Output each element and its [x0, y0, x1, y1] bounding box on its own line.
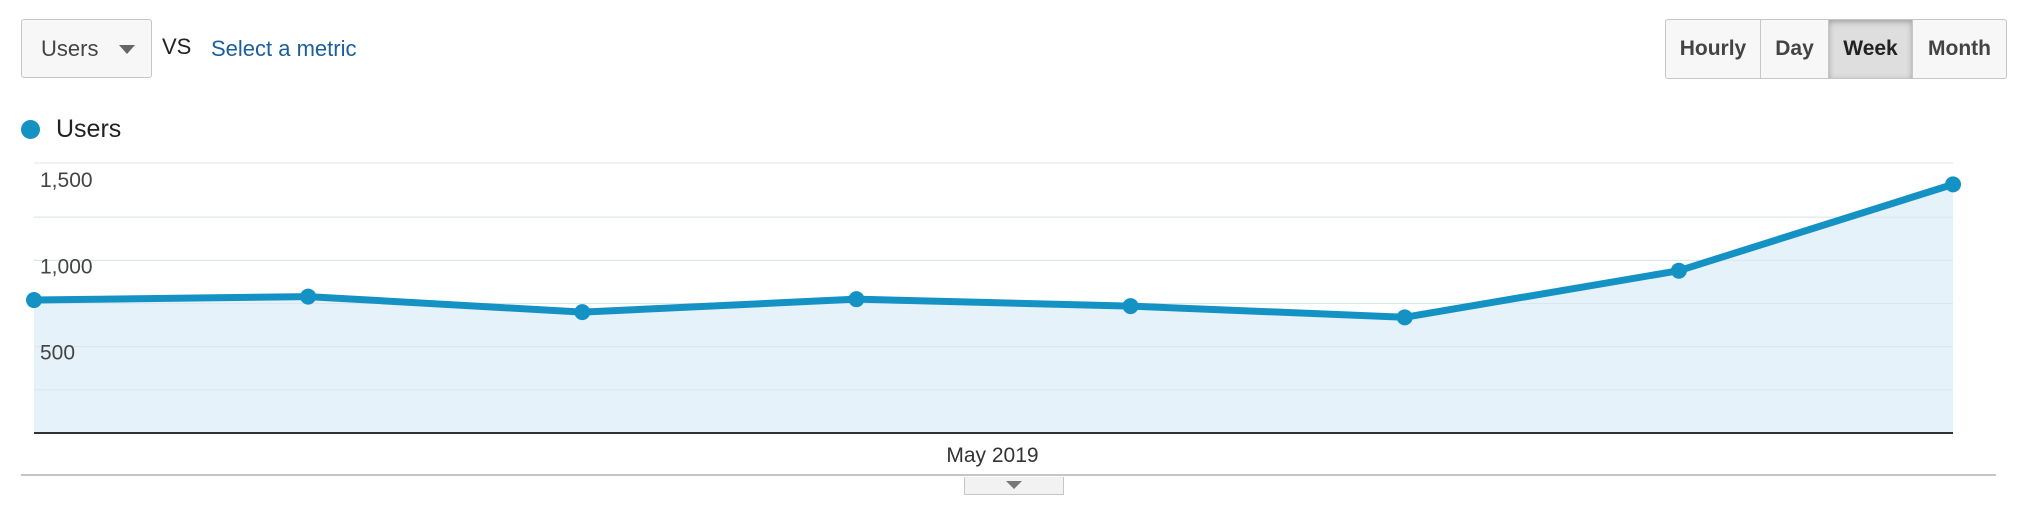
- y-tick-label: 1,500: [40, 169, 93, 192]
- metric-dropdown-label: Users: [41, 36, 99, 61]
- x-tick-label: May 2019: [946, 444, 1038, 467]
- series-area: [34, 184, 1953, 433]
- data-point: [26, 292, 42, 309]
- select-metric-link[interactable]: Select a metric: [211, 36, 357, 61]
- data-point: [1396, 309, 1413, 326]
- caret-down-icon: [119, 45, 135, 54]
- metric-dropdown[interactable]: Users: [21, 19, 152, 78]
- data-point: [848, 291, 865, 308]
- series-line: [30, 180, 1957, 321]
- y-tick-label: 500: [40, 342, 75, 365]
- legend-dot: [21, 120, 40, 139]
- data-point: [1945, 176, 1961, 193]
- vs-label: VS: [162, 34, 192, 59]
- data-point: [300, 288, 317, 305]
- legend-label: Users: [56, 115, 122, 143]
- month-button[interactable]: Month: [1928, 37, 1991, 60]
- data-point: [1670, 262, 1687, 279]
- day-button[interactable]: Day: [1761, 20, 1829, 78]
- week-button[interactable]: Week: [1829, 20, 1913, 78]
- hourly-button[interactable]: Hourly: [1666, 20, 1761, 78]
- granularity-toggle: Hourly Day Week Month: [1665, 19, 2007, 79]
- expand-chart-tab[interactable]: [964, 477, 1064, 495]
- data-point: [1122, 298, 1139, 315]
- y-tick-label: 1,000: [40, 255, 93, 278]
- chevron-down-icon: [1006, 481, 1022, 489]
- data-point: [574, 304, 591, 321]
